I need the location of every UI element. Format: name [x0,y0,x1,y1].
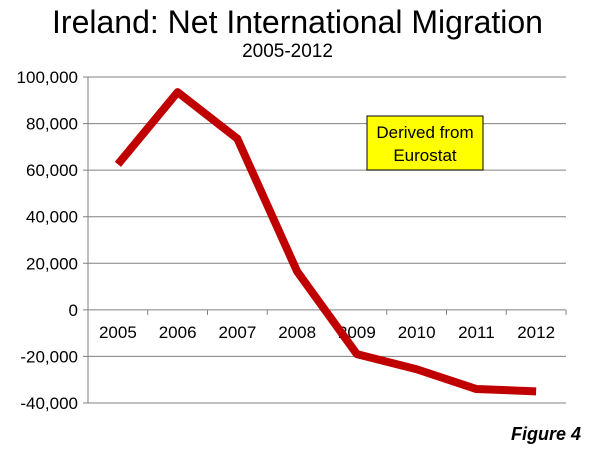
series-polyline [114,88,537,396]
annotation-box: Derived from Eurostat [366,115,484,171]
y-tick-label: 100,000 [17,68,78,87]
annotation-line-1: Derived from [376,123,473,142]
x-tick-label: 2010 [398,323,436,342]
y-tick-label: 80,000 [26,115,78,134]
y-tick-label: 20,000 [26,254,78,273]
series-line [114,88,537,396]
chart-subtitle: 2005-2012 [242,41,333,62]
y-tick-label: 40,000 [26,208,78,227]
x-tick-label: 2011 [458,323,495,342]
annotation-box-background [366,115,484,171]
x-tick-label: 2012 [517,323,555,342]
gridlines [83,76,567,404]
x-tick-label: 2008 [278,323,316,342]
y-tick-label: -20,000 [20,347,78,366]
figure-label: Figure 4 [510,424,581,444]
y-tick-label: 60,000 [26,161,78,180]
y-tick-labels: -40,000 -20,000 0 20,000 40,000 60,000 80,000 1… [17,68,78,413]
y-tick-label: -40,000 [20,394,78,413]
chart-title: Ireland: Net International Migration [52,4,543,40]
x-tick-label: 2006 [159,323,197,342]
y-tick-label: 0 [69,301,78,320]
x-tick-labels: 2005 2006 2007 2008 2009 2010 2011 2012 [99,323,555,342]
annotation-line-2: Eurostat [393,146,457,165]
x-tick-label: 2005 [99,323,137,342]
x-tick-label: 2007 [218,323,256,342]
